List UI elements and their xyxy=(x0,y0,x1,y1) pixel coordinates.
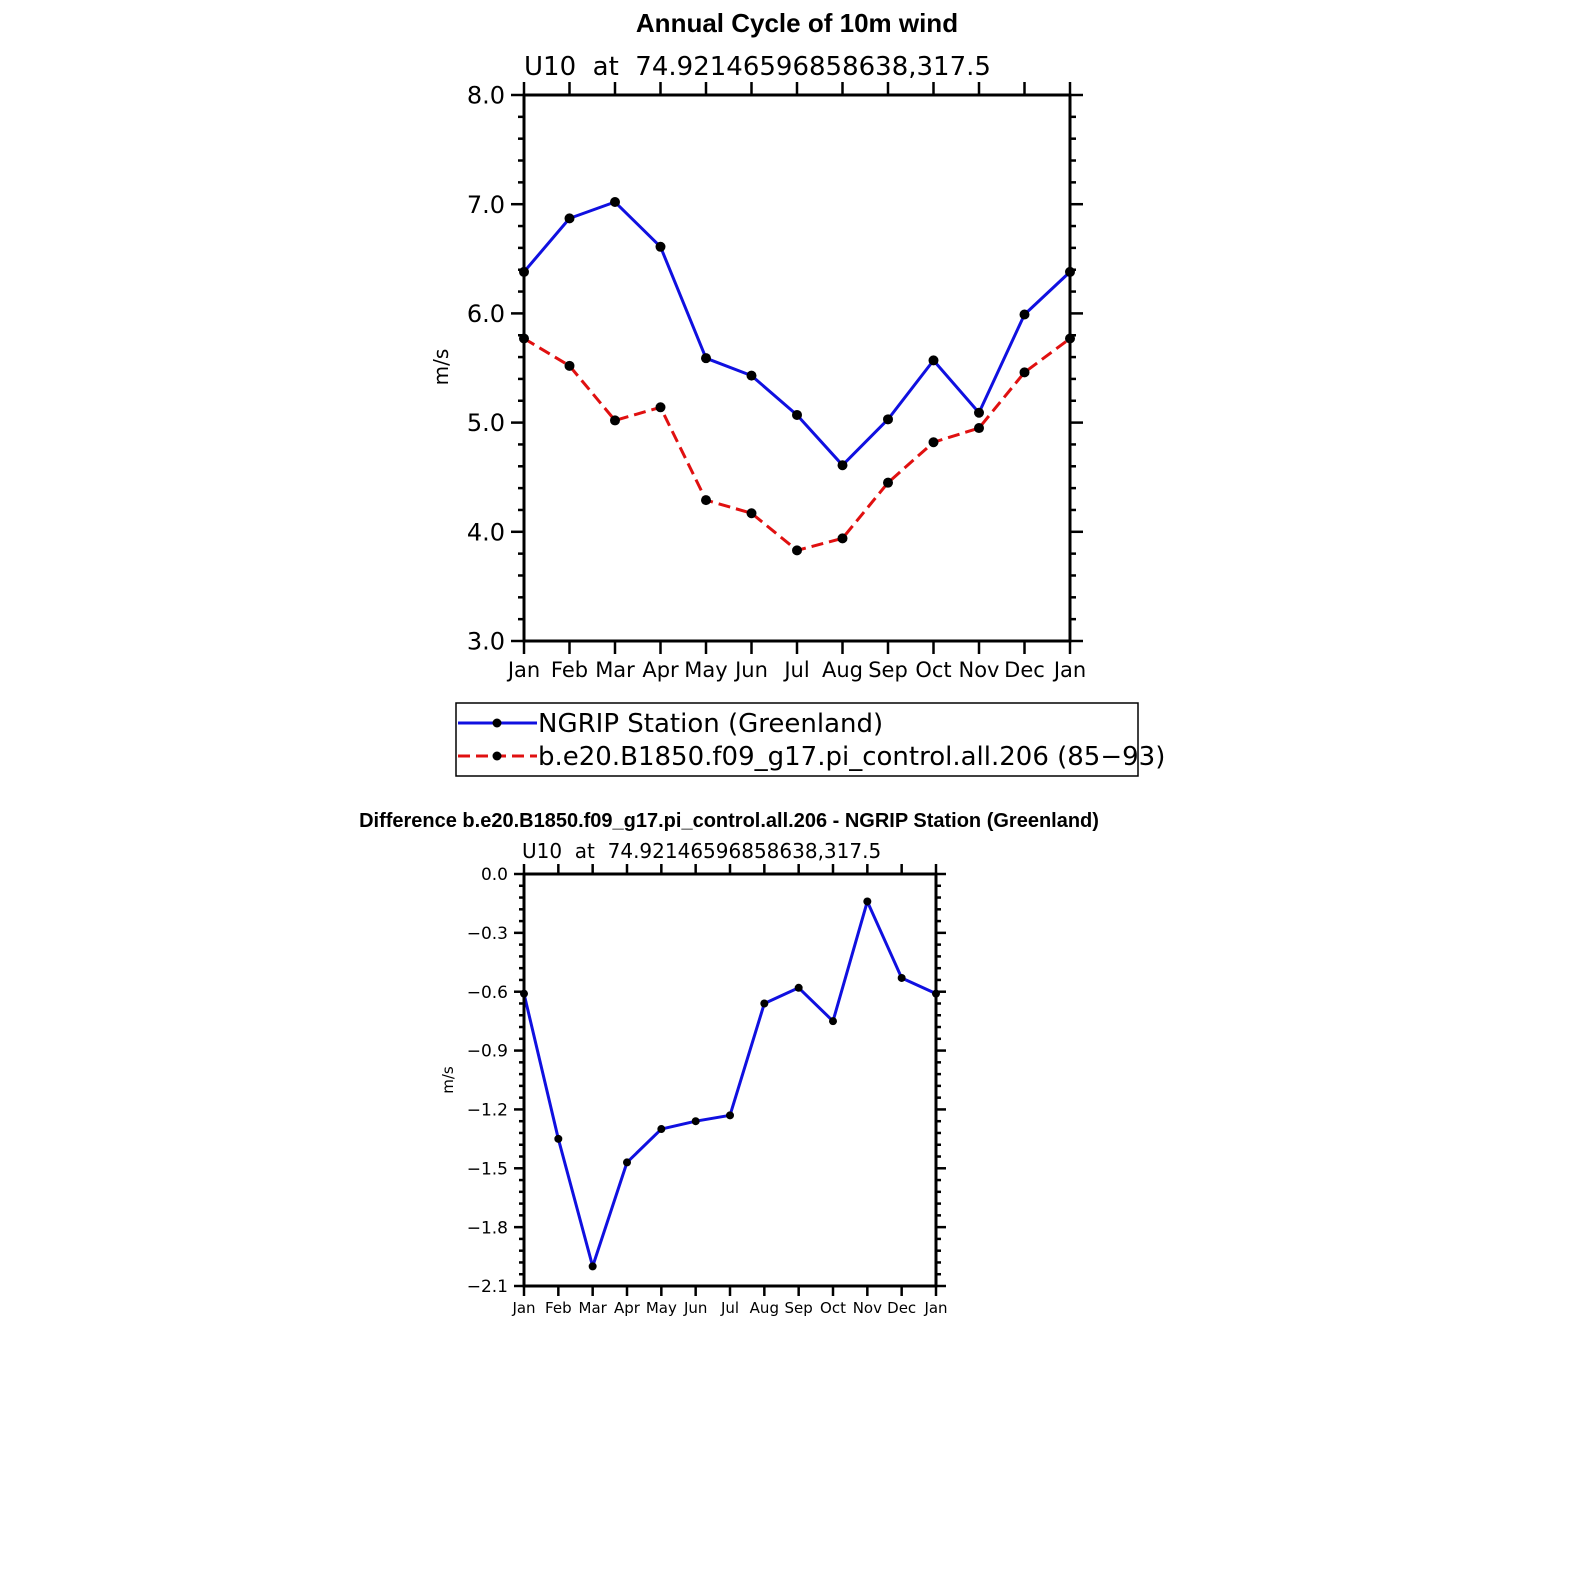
x-tick-label: Oct xyxy=(820,1299,846,1317)
y-tick-label: −2.1 xyxy=(467,1277,508,1297)
data-point xyxy=(564,360,575,371)
x-tick-label: Sep xyxy=(868,658,908,682)
x-tick-label: Apr xyxy=(614,1299,641,1317)
x-tick-label: Jun xyxy=(683,1299,707,1317)
plot-frame xyxy=(522,93,1072,643)
series-line-0 xyxy=(522,200,1072,467)
data-point xyxy=(701,495,711,506)
y-tick-label: 6.0 xyxy=(467,300,505,328)
data-point xyxy=(792,545,802,556)
x-tick-label: Jul xyxy=(720,1299,739,1317)
y-tick-label: 4.0 xyxy=(467,518,505,546)
x-tick-label: Apr xyxy=(642,658,679,682)
x-tick-label: Jan xyxy=(511,1299,535,1317)
y-tick-label: 0.0 xyxy=(481,865,508,885)
data-point xyxy=(746,370,757,381)
data-point xyxy=(794,983,803,992)
data-point xyxy=(1019,309,1030,320)
y-axis-label: m/s xyxy=(429,349,453,386)
data-point xyxy=(655,241,666,252)
data-point xyxy=(837,460,848,471)
chart-title: Difference b.e20.B1850.f09_g17.pi_contro… xyxy=(359,810,1099,832)
data-point xyxy=(701,353,711,364)
y-tick-label: −0.6 xyxy=(467,983,508,1003)
series-line-1 xyxy=(523,337,1071,552)
data-point xyxy=(974,423,984,434)
annual-cycle-chart: Annual Cycle of 10m wind U10 at 74.92146… xyxy=(429,8,1165,777)
data-point xyxy=(657,1125,666,1134)
data-point xyxy=(837,533,848,544)
x-tick-label: Dec xyxy=(887,1299,916,1317)
x-tick-label: Jan xyxy=(506,658,540,682)
x-tick-label: Mar xyxy=(595,658,635,682)
data-point xyxy=(610,415,620,426)
series-line-0 xyxy=(522,899,937,1268)
difference-chart: Difference b.e20.B1850.f09_g17.pi_contro… xyxy=(359,810,1099,1317)
x-tick-label: Nov xyxy=(959,658,1000,682)
data-point xyxy=(974,407,984,418)
y-tick-label: −1.5 xyxy=(467,1159,508,1179)
chart-subtitle: U10 at 74.92146596858638,317.5 xyxy=(522,839,881,863)
x-tick-label: Aug xyxy=(822,658,863,682)
x-tick-label: Nov xyxy=(853,1299,882,1317)
x-tick-label: Mar xyxy=(579,1299,608,1317)
data-point xyxy=(564,213,575,224)
y-tick-label: 3.0 xyxy=(467,628,505,656)
legend-box xyxy=(455,702,1139,777)
x-tick-label: May xyxy=(646,1299,677,1317)
data-point xyxy=(829,1017,837,1026)
data-point xyxy=(897,973,906,982)
data-point xyxy=(792,409,802,420)
x-tick-label: May xyxy=(684,658,727,682)
legend: NGRIP Station (Greenland) b.e20.B1850.f0… xyxy=(455,702,1165,777)
x-tick-label: Jun xyxy=(733,658,768,682)
data-point xyxy=(588,1262,597,1271)
data-point xyxy=(928,437,939,448)
x-tick-label: Jan xyxy=(923,1299,947,1317)
y-tick-label: −0.3 xyxy=(467,924,508,944)
data-point xyxy=(554,1134,563,1143)
x-tick-label: Oct xyxy=(915,658,951,682)
data-point xyxy=(863,897,872,906)
x-tick-label: Sep xyxy=(785,1299,813,1317)
data-point xyxy=(726,1111,734,1120)
x-tick-label: Jul xyxy=(782,658,809,682)
y-tick-label: 5.0 xyxy=(467,409,505,437)
data-point xyxy=(883,477,893,488)
x-tick-label: Aug xyxy=(750,1299,779,1317)
y-tick-label: 7.0 xyxy=(467,191,505,219)
data-point xyxy=(746,508,757,519)
y-tick-label: −1.2 xyxy=(467,1101,508,1121)
y-tick-label: −0.9 xyxy=(467,1042,508,1062)
data-point xyxy=(1019,367,1030,378)
legend-marker-model xyxy=(492,751,502,761)
chart-subtitle: U10 at 74.92146596858638,317.5 xyxy=(524,52,991,82)
data-point xyxy=(760,999,769,1008)
plot-frame xyxy=(522,872,938,1288)
legend-label-model: b.e20.B1850.f09_g17.pi_control.all.206 (… xyxy=(538,742,1165,772)
legend-label-ngrip: NGRIP Station (Greenland) xyxy=(538,709,883,739)
x-tick-label: Jan xyxy=(1052,658,1086,682)
chart-title: Annual Cycle of 10m wind xyxy=(636,8,958,38)
x-tick-label: Dec xyxy=(1004,658,1045,682)
data-point xyxy=(691,1117,700,1126)
legend-marker-ngrip xyxy=(492,718,502,728)
data-point xyxy=(623,1158,631,1167)
data-point xyxy=(928,355,939,366)
y-tick-label: 8.0 xyxy=(467,82,505,110)
y-axis-label: m/s xyxy=(439,1066,457,1094)
data-point xyxy=(655,402,666,413)
y-tick-label: −1.8 xyxy=(467,1218,508,1238)
data-point xyxy=(610,197,620,208)
x-tick-label: Feb xyxy=(551,658,588,682)
data-point xyxy=(883,414,893,425)
x-tick-label: Feb xyxy=(545,1299,572,1317)
